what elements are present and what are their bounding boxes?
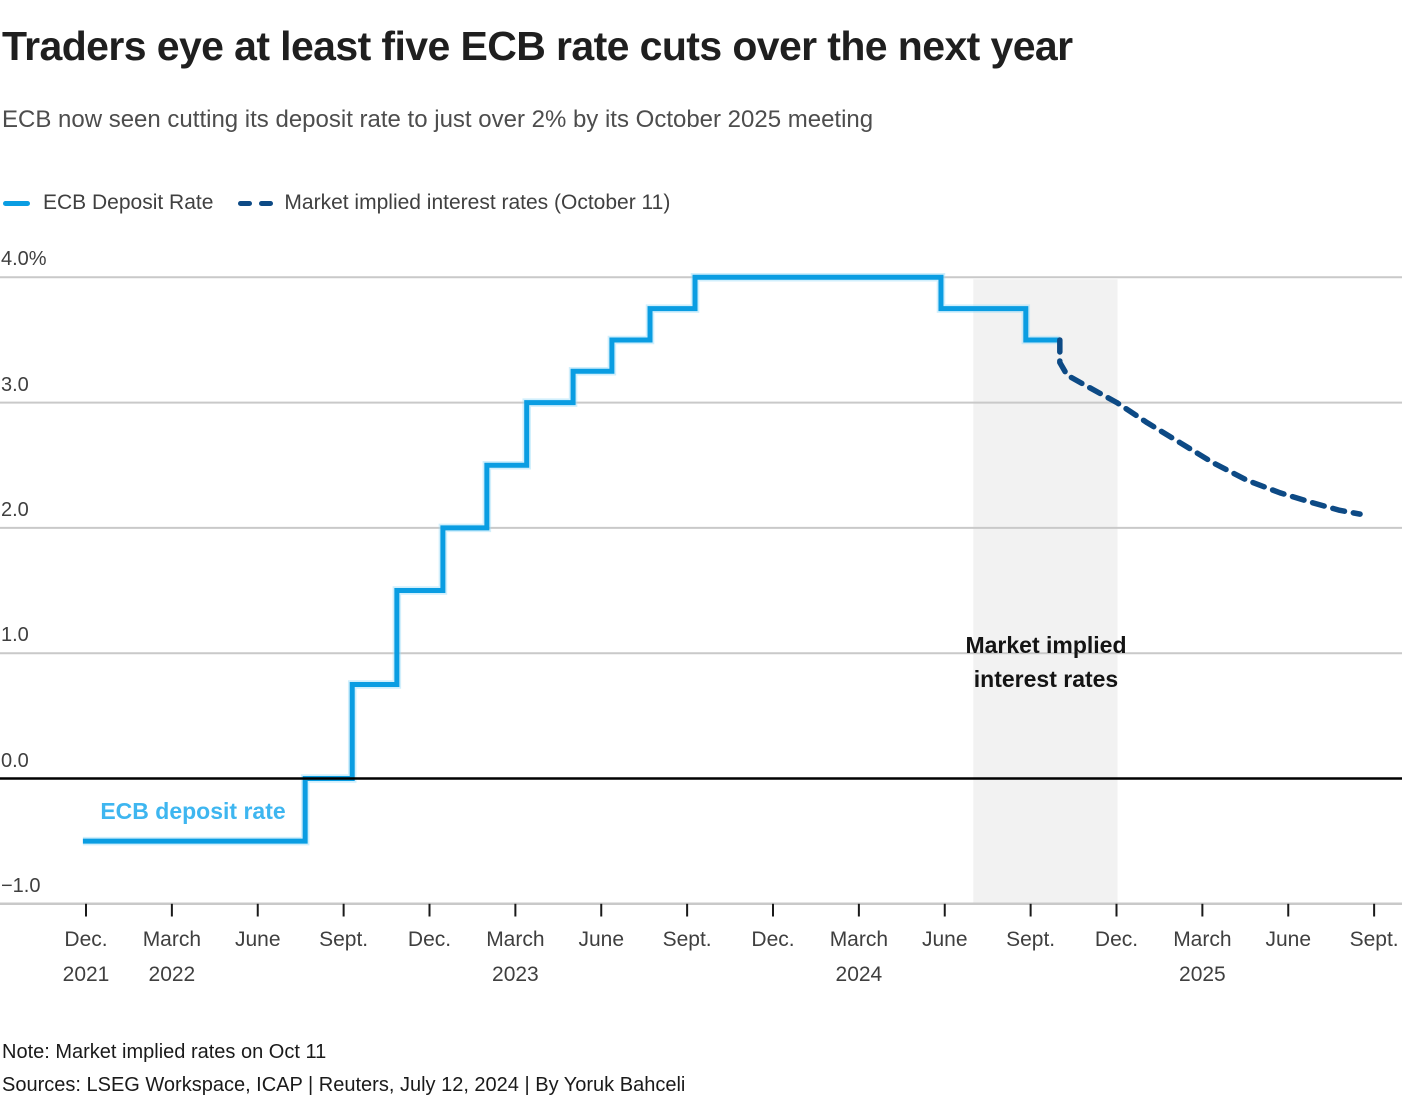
x-axis-month-label: June: [1265, 928, 1312, 951]
chart-subtitle: ECB now seen cutting its deposit rate to…: [2, 106, 874, 133]
ecb-deposit-rate-line-halo: [82, 273, 1060, 846]
x-axis-month-label: Dec.: [1094, 928, 1139, 951]
y-axis-label: 3.0: [1, 373, 29, 396]
x-axis-month-label: Dec.: [751, 928, 795, 951]
x-axis-year-label: 2022: [148, 963, 196, 986]
legend: ECB Deposit Rate Market implied interest…: [3, 188, 670, 218]
highlight-band: [973, 279, 1118, 904]
legend-dashed-line-swatch: [238, 200, 274, 206]
x-axis-month-label: March: [829, 928, 889, 951]
x-axis-month-label: Sept.: [662, 928, 712, 951]
annotation-market-implied-line2: interest rates: [973, 666, 1119, 692]
x-axis-year-label: 2021: [62, 963, 110, 986]
source-line: Sources: LSEG Workspace, ICAP | Reuters,…: [2, 1074, 686, 1096]
x-axis-month-label: Sept.: [1006, 928, 1056, 951]
legend-label-market-implied: Market implied interest rates (October 1…: [284, 191, 671, 214]
footnote: Note: Market implied rates on Oct 11: [2, 1041, 327, 1063]
ecb-deposit-rate-line: [82, 274, 1060, 844]
x-axis-month-label: Dec.: [407, 928, 452, 951]
x-axis-month-label: March: [486, 928, 545, 951]
y-axis-label: −1.0: [1, 874, 41, 897]
annotation-market-implied: Market implied interest rates: [906, 628, 1186, 696]
x-axis-month-label: June: [578, 928, 625, 951]
legend-label-deposit-rate: ECB Deposit Rate: [43, 191, 214, 214]
annotation-ecb-deposit-rate: ECB deposit rate: [100, 798, 286, 824]
y-axis-label: 2.0: [1, 498, 29, 521]
chart-title: Traders eye at least five ECB rate cuts …: [2, 23, 1073, 69]
annotation-market-implied-line1: Market implied: [965, 632, 1127, 658]
y-axis-label: 4.0%: [1, 248, 47, 271]
x-axis-year-label: 2023: [492, 963, 539, 986]
x-axis-month-label: Sept.: [319, 928, 369, 951]
x-axis-month-label: March: [1173, 928, 1232, 951]
x-axis-month-label: Dec.: [64, 928, 108, 951]
legend-dash: [259, 200, 274, 206]
y-axis-label: 0.0: [1, 749, 29, 772]
x-axis-month-label: June: [234, 928, 281, 951]
x-axis-month-label: June: [921, 928, 968, 951]
x-axis-month-label: March: [142, 928, 202, 951]
legend-dash: [238, 200, 253, 206]
x-axis-year-label: 2024: [835, 963, 883, 986]
x-axis-month-label: Sept.: [1349, 928, 1399, 951]
y-axis-label: 1.0: [1, 624, 29, 647]
legend-solid-line-swatch: [3, 200, 30, 206]
market-implied-rates-line: [1057, 337, 1363, 517]
x-axis-year-label: 2025: [1179, 963, 1226, 986]
